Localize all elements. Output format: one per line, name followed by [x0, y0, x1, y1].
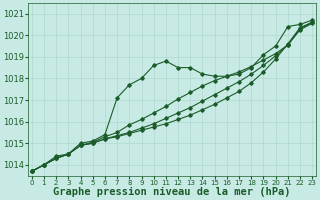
X-axis label: Graphe pression niveau de la mer (hPa): Graphe pression niveau de la mer (hPa)	[53, 187, 291, 197]
